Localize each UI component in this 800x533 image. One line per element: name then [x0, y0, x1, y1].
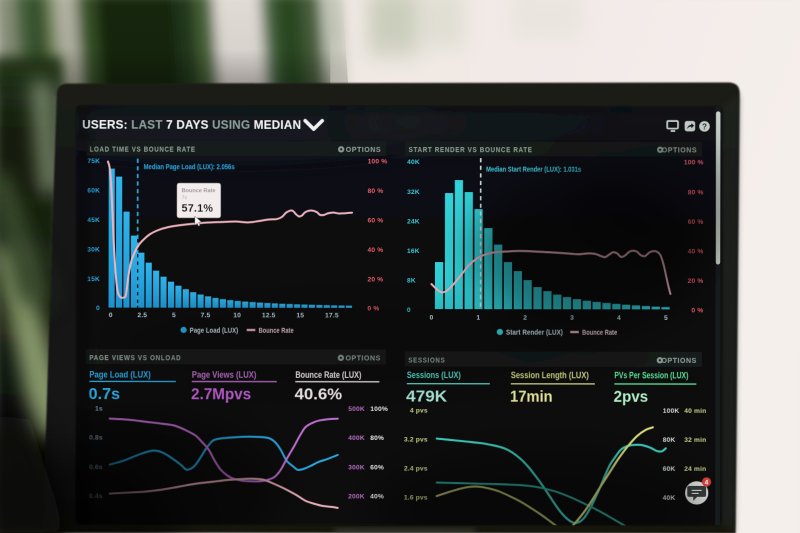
svg-text:Bounce Rate: Bounce Rate — [182, 188, 217, 194]
svg-text:60K: 60K — [663, 466, 676, 473]
svg-text:80 %: 80 % — [368, 188, 384, 195]
svg-text:400K: 400K — [348, 435, 365, 442]
svg-text:24K: 24K — [407, 218, 420, 225]
svg-text:Median Start Render (LUX): 1.0: Median Start Render (LUX): 1.031s — [486, 167, 581, 174]
svg-text:40 %: 40 % — [368, 247, 384, 254]
svg-text:2pvs: 2pvs — [614, 389, 649, 406]
svg-text:57.1%: 57.1% — [182, 202, 214, 214]
svg-text:500K: 500K — [348, 406, 365, 413]
svg-text:30K: 30K — [87, 246, 100, 253]
svg-text:2.7Mpvs: 2.7Mpvs — [191, 386, 251, 403]
svg-text:1s: 1s — [95, 405, 103, 412]
svg-text:7s: 7s — [182, 195, 188, 201]
svg-text:479K: 479K — [406, 388, 448, 405]
svg-text:32K: 32K — [407, 189, 420, 196]
svg-text:0 %: 0 % — [691, 308, 703, 315]
svg-text:LOAD TIME VS BOUNCE RATE: LOAD TIME VS BOUNCE RATE — [90, 145, 196, 154]
svg-text:OPTIONS: OPTIONS — [662, 358, 697, 365]
svg-text:0: 0 — [109, 312, 113, 319]
svg-text:40K: 40K — [407, 159, 420, 166]
svg-text:2.5: 2.5 — [137, 312, 147, 319]
svg-text:8K: 8K — [407, 278, 416, 285]
svg-text:80%: 80% — [370, 435, 384, 442]
svg-text:3.2 pvs: 3.2 pvs — [404, 437, 428, 444]
svg-text:OPTIONS: OPTIONS — [346, 147, 381, 154]
svg-text:?: ? — [702, 123, 707, 132]
svg-text:Median Page Load (LUX): 2.056s: Median Page Load (LUX): 2.056s — [144, 164, 235, 171]
svg-text:17min: 17min — [510, 388, 553, 405]
svg-text:40 min: 40 min — [684, 408, 706, 415]
svg-text:40.6%: 40.6% — [295, 386, 343, 403]
svg-text:60K: 60K — [87, 188, 100, 195]
svg-text:24 min: 24 min — [684, 466, 706, 473]
svg-text:80K: 80K — [663, 437, 676, 444]
svg-text:START RENDER VS BOUNCE RATE: START RENDER VS BOUNCE RATE — [409, 145, 533, 154]
svg-text:4 pvs: 4 pvs — [410, 408, 428, 415]
svg-text:0: 0 — [96, 305, 100, 312]
svg-text:100 %: 100 % — [368, 159, 388, 166]
svg-text:300K: 300K — [348, 464, 365, 471]
svg-text:100%: 100% — [370, 406, 388, 413]
svg-text:4: 4 — [705, 479, 709, 486]
svg-text:200K: 200K — [348, 494, 365, 501]
svg-text:0.7s: 0.7s — [89, 386, 121, 403]
svg-text:75K: 75K — [87, 158, 100, 165]
svg-text:60 %: 60 % — [368, 217, 384, 224]
svg-text:PVs Per Session (LUX): PVs Per Session (LUX) — [614, 370, 688, 380]
svg-text:5: 5 — [664, 315, 668, 322]
svg-text:USERS: LAST 7 DAYS USING MEDIA: USERS: LAST 7 DAYS USING MEDIAN — [82, 118, 301, 132]
svg-text:16K: 16K — [407, 248, 420, 255]
svg-text:45K: 45K — [87, 217, 100, 224]
svg-text:32 min: 32 min — [684, 437, 706, 444]
svg-text:15K: 15K — [87, 276, 100, 283]
svg-text:60%: 60% — [370, 464, 384, 471]
svg-text:Page Load (LUX): Page Load (LUX) — [89, 369, 151, 379]
svg-text:100K: 100K — [663, 408, 680, 415]
svg-text:20 %: 20 % — [367, 276, 383, 283]
